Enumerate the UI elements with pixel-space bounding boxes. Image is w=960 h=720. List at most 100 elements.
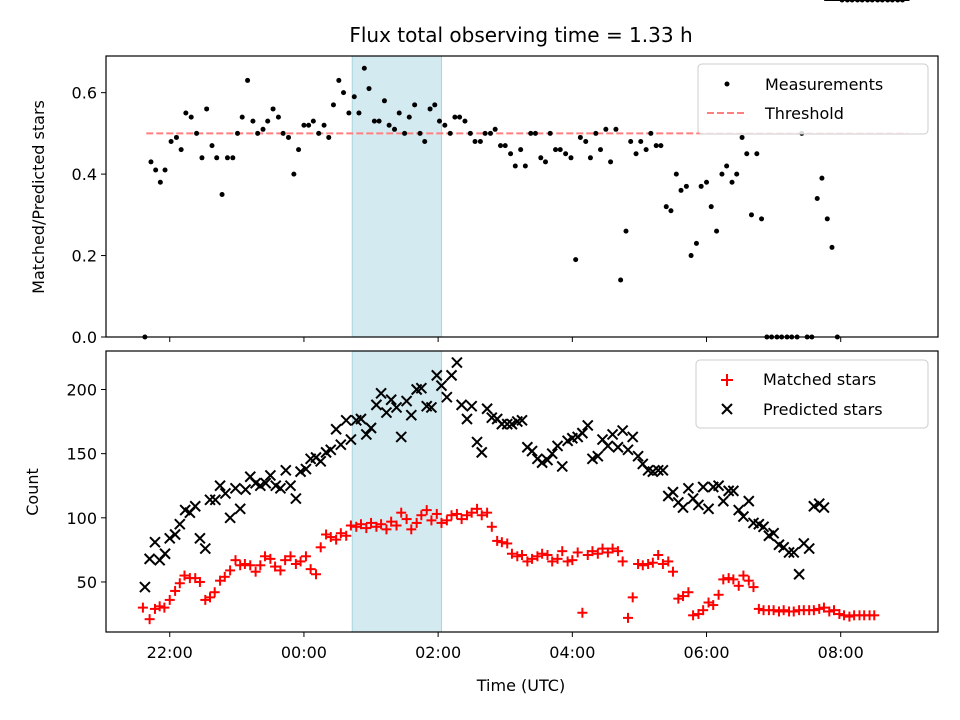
matched-stars-point <box>341 530 352 541</box>
matched-stars-point <box>446 510 457 521</box>
measurements-point <box>286 134 292 140</box>
measurements-point <box>648 130 654 136</box>
x-stroke <box>471 436 483 448</box>
x-stroke <box>592 450 604 462</box>
x-stroke <box>702 503 715 515</box>
measurements-point <box>708 204 714 210</box>
predicted-stars-point <box>234 503 246 515</box>
predicted-stars-point <box>441 391 453 403</box>
predicted-stars-point <box>425 401 438 414</box>
matched-stars-point <box>406 524 417 535</box>
predicted-stars-point <box>274 482 287 494</box>
x-stroke <box>677 501 689 514</box>
matched-stars-point <box>728 574 739 585</box>
matched-stars-point <box>657 558 668 569</box>
measurements-point <box>376 118 382 124</box>
predicted-stars-point <box>189 500 201 512</box>
matched-stars-point <box>617 556 628 567</box>
matched-stars-point <box>718 574 729 585</box>
matched-stars-point <box>482 507 493 518</box>
x-stroke <box>712 480 725 492</box>
matched-stars-point <box>355 519 366 530</box>
x-stroke <box>612 441 624 453</box>
x-tick-label: 00:00 <box>281 643 327 662</box>
measurements-point <box>406 114 412 120</box>
matched-stars-point <box>542 550 553 561</box>
x-stroke <box>692 499 705 511</box>
matched-stars-point <box>818 602 829 613</box>
matched-stars-point <box>557 546 568 557</box>
y-tick-label: 0.0 <box>72 328 97 347</box>
measurements-point <box>162 167 168 173</box>
x-stroke <box>767 527 780 539</box>
measurements-point <box>183 110 189 116</box>
measurements-point <box>396 110 402 116</box>
measurements-point <box>532 130 538 136</box>
measurements-point <box>518 147 524 153</box>
measurements-point <box>245 77 251 83</box>
measurements-point <box>310 118 316 124</box>
matched-stars-point <box>401 514 412 525</box>
matched-stars-point <box>834 609 845 620</box>
matched-stars-point <box>260 551 271 562</box>
measurements-point <box>330 102 336 108</box>
x-stroke <box>747 517 760 529</box>
x-stroke <box>174 518 186 530</box>
measurements-point <box>482 130 488 136</box>
measurements-point <box>366 86 372 92</box>
x-stroke <box>214 480 226 492</box>
matched-stars-point <box>441 515 452 526</box>
matched-stars-point <box>205 592 215 603</box>
measurements-point <box>214 155 220 161</box>
x-stroke <box>209 494 222 506</box>
x-stroke <box>576 427 589 439</box>
measurements-point <box>239 114 245 120</box>
x-stroke <box>194 532 206 545</box>
measurements-point <box>422 139 428 145</box>
x-stroke <box>139 581 151 593</box>
measurements-point <box>643 147 649 153</box>
measurements-point <box>698 183 704 189</box>
measurements-point <box>508 151 514 157</box>
measurements-point <box>563 151 569 157</box>
measurements-point <box>714 228 720 234</box>
x-stroke <box>727 485 740 497</box>
predicted-stars-point <box>692 499 705 511</box>
legend-label-predicted: Predicted stars <box>763 400 883 419</box>
matched-stars-point <box>305 564 316 575</box>
x-stroke <box>798 537 810 550</box>
predicted-stars-point <box>149 536 161 548</box>
predicted-stars-point <box>546 447 558 460</box>
x-stroke <box>652 464 664 477</box>
predicted-stars-point <box>803 542 815 555</box>
measurements-point <box>346 110 352 116</box>
predicted-stars-point <box>315 455 327 468</box>
predicted-stars-point <box>360 428 373 441</box>
measurements-point <box>824 216 830 222</box>
measurements-point <box>547 130 553 136</box>
predicted-stars-point <box>169 528 181 541</box>
matched-stars-point <box>748 582 759 593</box>
matched-stars-point <box>230 555 241 566</box>
predicted-stars-point <box>199 542 212 555</box>
matched-stars-point <box>285 551 296 562</box>
predicted-stars-point <box>375 387 387 400</box>
measurements-point <box>194 130 200 136</box>
matched-stars-point <box>174 578 185 589</box>
predicted-stars-point <box>219 487 232 500</box>
matched-stars-point <box>431 508 442 519</box>
predicted-stars-point <box>767 527 780 539</box>
predicted-stars-point <box>712 480 725 492</box>
measurements-point <box>265 118 271 124</box>
x-stroke <box>159 548 171 560</box>
matched-stars-point <box>808 605 819 616</box>
x-stroke <box>516 414 528 426</box>
x-stroke <box>556 460 568 473</box>
matched-stars-point <box>396 507 407 518</box>
predicted-stars-point <box>727 485 740 497</box>
x-stroke <box>143 553 156 565</box>
predicted-stars-point <box>702 503 715 515</box>
measurements-point <box>371 118 377 124</box>
x-stroke <box>622 444 634 456</box>
x-tick-label: 22:00 <box>147 643 193 662</box>
